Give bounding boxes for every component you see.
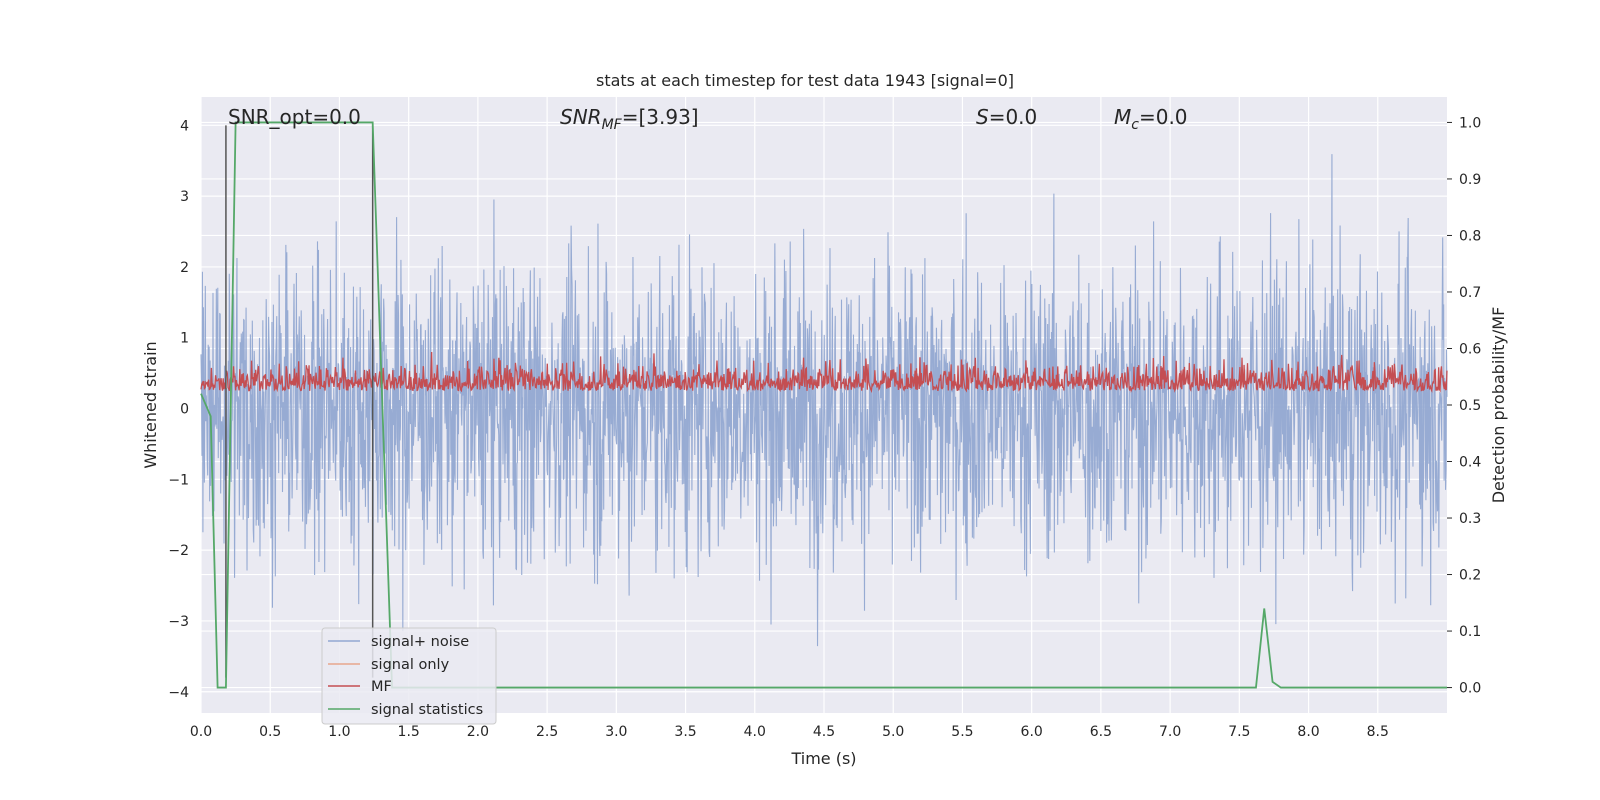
x-axis-label: Time (s) bbox=[790, 749, 856, 768]
right-y-tick-label: 0.7 bbox=[1459, 285, 1481, 301]
y-axis-label: Whitened strain bbox=[141, 341, 160, 468]
x-tick-label: 4.5 bbox=[813, 724, 835, 740]
legend: signal+ noise signal only MF signal stat… bbox=[321, 627, 497, 725]
x-tick-label: 1.0 bbox=[328, 724, 350, 740]
annotation-s-rest: =0.0 bbox=[989, 105, 1038, 129]
y-tick-label: −3 bbox=[168, 614, 189, 630]
x-tick-label: 6.0 bbox=[1021, 724, 1043, 740]
right-y-tick-label: 0.3 bbox=[1459, 511, 1481, 527]
y-tick-labels: −4 −3 −2 −1 0 1 2 3 4 bbox=[168, 118, 189, 700]
right-y-tick-label: 0.6 bbox=[1459, 341, 1481, 357]
legend-label-mf: MF bbox=[371, 679, 392, 695]
x-tick-label: 3.0 bbox=[605, 724, 627, 740]
right-y-tick-label: 0.2 bbox=[1459, 568, 1481, 584]
annotation-mc-main: M bbox=[1114, 105, 1131, 129]
legend-label-signal-statistics: signal statistics bbox=[371, 702, 483, 718]
y-tick-label: 3 bbox=[180, 189, 189, 205]
right-y-tick-label: 0.5 bbox=[1459, 398, 1481, 414]
annotation-s: S=0.0 bbox=[976, 105, 1037, 129]
y-tick-label: 2 bbox=[180, 260, 189, 276]
right-y-tick-label: 0.8 bbox=[1459, 228, 1481, 244]
annotation-snr-mf-main: SNR bbox=[560, 105, 602, 129]
x-tick-label: 3.5 bbox=[674, 724, 696, 740]
x-tick-label: 4.0 bbox=[744, 724, 766, 740]
annotation-snr-mf: SNRMF=[3.93] bbox=[560, 105, 699, 133]
right-y-tick-label: 1.0 bbox=[1459, 115, 1481, 131]
x-tick-label: 6.5 bbox=[1090, 724, 1112, 740]
x-tick-label: 5.5 bbox=[951, 724, 973, 740]
annotation-s-main: S bbox=[976, 105, 989, 129]
x-tick-label: 2.5 bbox=[536, 724, 558, 740]
right-y-tick-label: 0.1 bbox=[1459, 624, 1481, 640]
y-tick-label: −1 bbox=[168, 472, 189, 488]
y-tick-label: −4 bbox=[168, 685, 189, 701]
right-y-tick-label: 0.9 bbox=[1459, 172, 1481, 188]
chart-title: stats at each timestep for test data 194… bbox=[596, 71, 1014, 90]
x-tick-label: 1.5 bbox=[398, 724, 420, 740]
x-tick-label: 7.0 bbox=[1159, 724, 1181, 740]
y-tick-label: −2 bbox=[168, 543, 189, 559]
x-tick-label: 7.5 bbox=[1228, 724, 1250, 740]
annotation-snr-mf-sub: MF bbox=[602, 117, 623, 133]
signal-noise-line bbox=[200, 154, 1448, 647]
series-signal-noise bbox=[200, 154, 1448, 647]
annotation-snr-opt: SNR_opt=0.0 bbox=[228, 105, 361, 129]
x-tick-labels: 0.0 0.5 1.0 1.5 2.0 2.5 3.0 3.5 4.0 4.5 5.0 5.5 6.0 6… bbox=[190, 724, 1389, 740]
x-tick-label: 5.0 bbox=[882, 724, 904, 740]
right-y-axis-label: Detection probability/MF bbox=[1489, 307, 1508, 504]
legend-label-signal-noise: signal+ noise bbox=[371, 634, 469, 650]
series-mf bbox=[200, 352, 1448, 394]
x-tick-label: 0.5 bbox=[259, 724, 281, 740]
annotation-mc-rest: =0.0 bbox=[1139, 105, 1188, 129]
series-signal-statistics bbox=[200, 121, 1447, 689]
right-y-tick-labels: 0.0 0.1 0.2 0.3 0.4 0.5 0.6 0.7 0.8 0.9 1.0 bbox=[1447, 115, 1481, 697]
y-tick-label: 0 bbox=[180, 402, 189, 418]
x-tick-label: 2.0 bbox=[467, 724, 489, 740]
right-y-tick-label: 0.4 bbox=[1459, 455, 1481, 471]
legend-box bbox=[321, 627, 497, 725]
x-tick-label: 8.0 bbox=[1297, 724, 1319, 740]
vertical-markers bbox=[225, 125, 374, 678]
legend-label-signal-only: signal only bbox=[371, 657, 450, 673]
x-tick-label: 0.0 bbox=[190, 724, 212, 740]
mf-line bbox=[200, 352, 1448, 394]
annotation-mc: Mc=0.0 bbox=[1114, 105, 1188, 133]
y-tick-label: 1 bbox=[180, 331, 189, 347]
signal-statistics-line bbox=[200, 121, 1447, 689]
right-y-tick-label: 0.0 bbox=[1459, 681, 1481, 697]
annotation-mc-sub: c bbox=[1131, 117, 1139, 133]
x-tick-label: 8.5 bbox=[1367, 724, 1389, 740]
y-tick-label: 4 bbox=[180, 118, 189, 134]
annotation-snr-mf-rest: =[3.93] bbox=[622, 105, 699, 129]
